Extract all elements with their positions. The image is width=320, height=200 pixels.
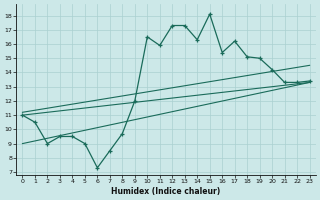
X-axis label: Humidex (Indice chaleur): Humidex (Indice chaleur) (111, 187, 221, 196)
